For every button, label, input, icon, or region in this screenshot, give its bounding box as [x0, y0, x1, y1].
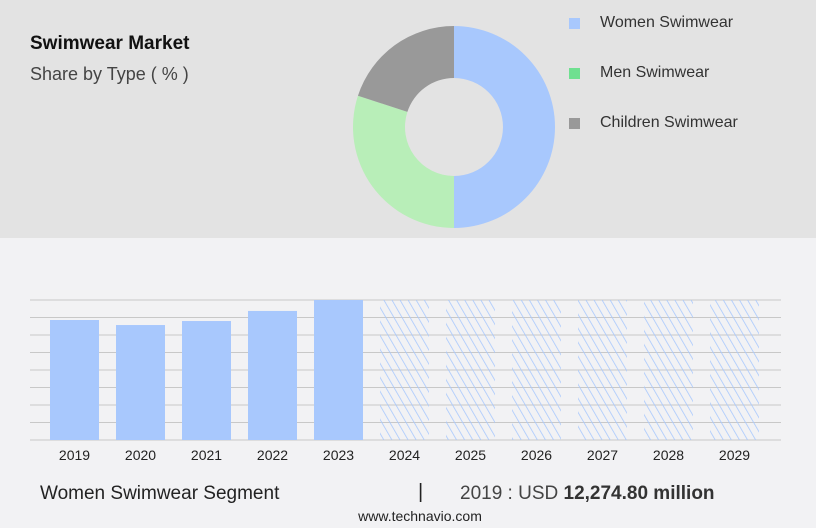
- x-tick-label: 2025: [455, 447, 486, 463]
- donut-slice-children-swimwear: [357, 25, 454, 112]
- x-tick-label: 2021: [191, 447, 222, 463]
- x-tick-label: 2022: [257, 447, 288, 463]
- bar-2025: [446, 300, 495, 440]
- donut-slice-women-swimwear: [454, 26, 555, 228]
- bar-2020: [116, 325, 165, 440]
- bar-2026: [512, 300, 561, 440]
- bar-2021: [182, 321, 231, 440]
- x-tick-label: 2029: [719, 447, 750, 463]
- segment-value: 2019 : USD 12,274.80 million: [460, 483, 715, 505]
- legend-label: Children Swimwear: [600, 114, 738, 131]
- x-tick-label: 2026: [521, 447, 552, 463]
- donut-chart: [352, 25, 555, 229]
- bar-2023: [314, 300, 363, 440]
- bar-2028: [644, 300, 693, 440]
- chart-subtitle: Share by Type ( % ): [30, 64, 189, 84]
- value-amount: 12,274.80 million: [563, 483, 715, 504]
- legend-label: Women Swimwear: [600, 14, 734, 31]
- legend-label: Men Swimwear: [600, 64, 710, 81]
- bar-chart: 2019 2020 2021 2022 2023 2024 2025 2026 2027 2028…: [30, 299, 781, 463]
- bar-2029: [710, 300, 759, 440]
- x-tick-label: 2028: [653, 447, 684, 463]
- chart-title: Swimwear Market: [30, 33, 190, 54]
- bar-2022: [248, 310, 297, 440]
- website-link[interactable]: www.technavio.com: [358, 508, 482, 524]
- donut-slice-men-swimwear: [352, 95, 454, 229]
- legend-item: Children Swimwear: [569, 114, 738, 132]
- separator: |: [418, 481, 424, 503]
- x-tick-label: 2019: [59, 447, 90, 463]
- x-tick-label: 2027: [587, 447, 618, 463]
- x-tick-label: 2023: [323, 447, 354, 463]
- legend-swatch: [569, 67, 580, 79]
- segment-label: Women Swimwear Segment: [40, 483, 280, 504]
- value-prefix: 2019 : USD: [460, 483, 564, 504]
- bar-2019: [50, 319, 99, 440]
- legend-swatch: [569, 17, 580, 29]
- bar-2024: [380, 300, 429, 440]
- bar-2027: [578, 300, 627, 440]
- x-tick-label: 2020: [125, 447, 156, 463]
- legend-item: Men Swimwear: [569, 64, 709, 82]
- legend-swatch: [569, 117, 580, 129]
- x-tick-label: 2024: [389, 447, 420, 463]
- legend-item: Women Swimwear: [569, 14, 733, 32]
